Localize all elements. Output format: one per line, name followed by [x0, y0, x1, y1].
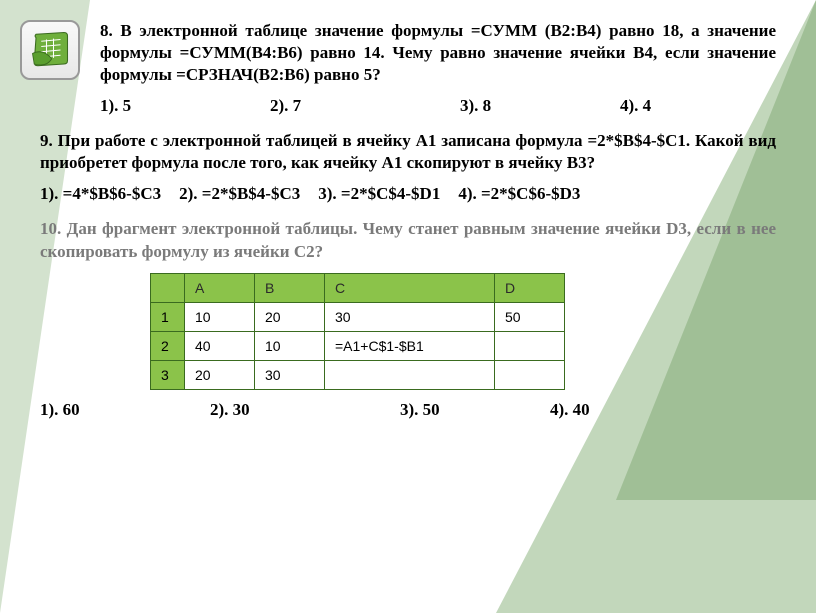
table-row: 1 10 20 30 50 — [151, 302, 565, 331]
question-10-options: 1). 60 2). 30 3). 50 4). 40 — [40, 400, 776, 420]
cell-d2 — [495, 331, 565, 360]
cell-c3 — [325, 360, 495, 389]
cell-b1: 20 — [255, 302, 325, 331]
q10-option-2: 2). 30 — [210, 400, 400, 420]
slide-content: 8. В электронной таблице значение формул… — [0, 0, 816, 454]
question-9-text: 9. При работе с электронной таблицей в я… — [40, 130, 776, 174]
question-9-options: 1). =4*$B$6-$C3 2). =2*$B$4-$C3 3). =2*$… — [40, 184, 776, 204]
cell-a3: 20 — [185, 360, 255, 389]
cell-d3 — [495, 360, 565, 389]
row-1-index: 1 — [151, 302, 185, 331]
table-row: 2 40 10 =A1+C$1-$B1 — [151, 331, 565, 360]
cell-c2: =A1+C$1-$B1 — [325, 331, 495, 360]
table-row: 3 20 30 — [151, 360, 565, 389]
question-10-text: 10. Дан фрагмент электронной таблицы. Че… — [40, 218, 776, 262]
table-header-row: A B C D — [151, 273, 565, 302]
q10-option-3: 3). 50 — [400, 400, 550, 420]
q9-option-3: 3). =2*$C$4-$D1 — [318, 184, 440, 204]
table-header-blank — [151, 273, 185, 302]
cell-a2: 40 — [185, 331, 255, 360]
cell-b2: 10 — [255, 331, 325, 360]
q9-option-1: 1). =4*$B$6-$C3 — [40, 184, 161, 204]
spreadsheet-app-icon — [20, 20, 80, 80]
spreadsheet-table: A B C D 1 10 20 30 50 2 40 10 =A1+C$1-$B… — [150, 273, 565, 390]
q8-option-3: 3). 8 — [460, 96, 620, 116]
cell-c1: 30 — [325, 302, 495, 331]
table-header-a: A — [185, 273, 255, 302]
q9-option-4: 4). =2*$C$6-$D3 — [458, 184, 580, 204]
q8-option-4: 4). 4 — [620, 96, 740, 116]
cell-a1: 10 — [185, 302, 255, 331]
row-3-index: 3 — [151, 360, 185, 389]
cell-d1: 50 — [495, 302, 565, 331]
table-header-d: D — [495, 273, 565, 302]
q8-option-1: 1). 5 — [100, 96, 270, 116]
question-8-options: 1). 5 2). 7 3). 8 4). 4 — [100, 96, 776, 116]
row-2-index: 2 — [151, 331, 185, 360]
cell-b3: 30 — [255, 360, 325, 389]
q10-option-4: 4). 40 — [550, 400, 650, 420]
table-header-b: B — [255, 273, 325, 302]
table-header-c: C — [325, 273, 495, 302]
question-8-text: 8. В электронной таблице значение формул… — [100, 20, 776, 86]
q10-option-1: 1). 60 — [40, 400, 210, 420]
q8-option-2: 2). 7 — [270, 96, 460, 116]
q9-option-2: 2). =2*$B$4-$C3 — [179, 184, 300, 204]
